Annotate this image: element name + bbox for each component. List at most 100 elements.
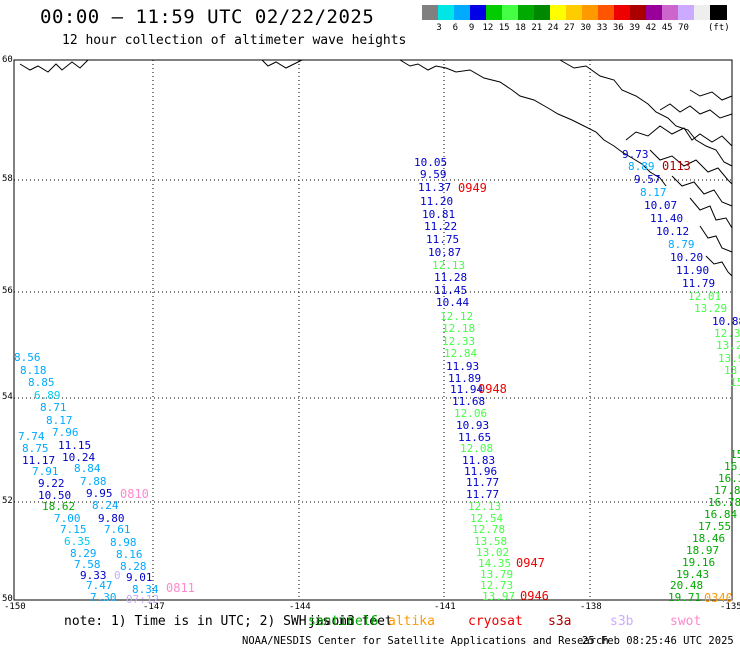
coastline-islands-e [699, 225, 733, 253]
wave-height-label: 8.56 [14, 351, 41, 364]
wave-height-label: 8.18 [20, 364, 47, 377]
wave-height-label: 20.48 [670, 579, 704, 592]
wave-height-label: 11.28 [434, 271, 468, 284]
lon-tick-label: -138 [580, 602, 602, 612]
wave-height-label: 7.00 [54, 512, 81, 525]
wave-height-label: 13 [724, 364, 738, 377]
wave-height-label: 19.43 [676, 568, 710, 581]
legend-swatch [694, 5, 711, 20]
legend-swatch [534, 5, 551, 20]
wave-height-label: 7.74 [18, 430, 45, 443]
legend-swatch [422, 5, 439, 20]
legend-swatch [566, 5, 583, 20]
wave-height-label: 12.84 [444, 347, 478, 360]
credit-line: NOAA/NESDIS Center for Satellite Applica… [242, 635, 609, 647]
pass-time-label: 0949 [458, 181, 487, 195]
legend-swatch [454, 5, 471, 20]
wave-height-label: 11.96 [464, 465, 498, 478]
wave-height-label: 11.20 [420, 195, 454, 208]
wave-height-label: 11.93 [446, 360, 480, 373]
legend-label: 70 [678, 23, 689, 33]
legend-label: 30 [580, 23, 592, 33]
satellite-name: altika [388, 614, 435, 629]
wave-height-label: 10.44 [436, 296, 470, 309]
coastline-north [689, 89, 733, 101]
legend-label: 42 [645, 23, 657, 33]
wave-height-label: 11.68 [452, 395, 486, 408]
wave-height-label: 0 [114, 569, 121, 582]
legend-label: 39 [629, 23, 641, 33]
legend-swatch [614, 5, 631, 20]
wave-height-label: 7.47 [86, 579, 113, 592]
wave-height-label: 11.94 [450, 383, 484, 396]
wave-height-label: 12.78 [472, 523, 506, 536]
wave-height-label: 11.17 [22, 454, 56, 467]
legend-label: 6 [452, 23, 458, 33]
wave-height-label: 9.59 [420, 168, 447, 181]
wave-height-label: 12.13 [468, 500, 502, 513]
wave-height-label: 8.17 [46, 414, 73, 427]
pass-time-label: 0948 [478, 382, 507, 396]
legend-swatch [502, 5, 519, 20]
wave-height-label: 11.45 [434, 284, 468, 297]
pass-time-label: 0947 [516, 556, 545, 570]
legend-swatch [710, 5, 727, 20]
satellite-name: swot [670, 614, 702, 629]
wave-height-label: 10.24 [62, 451, 96, 464]
lat-tick-label: 54 [2, 392, 13, 402]
wave-height-label: 10.12 [656, 225, 690, 238]
wave-height-label: 9.33 [80, 569, 107, 582]
wave-height-label: 9.80 [98, 512, 125, 525]
wave-height-label: 11.83 [462, 454, 496, 467]
wave-height-label: 9.01 [126, 571, 153, 584]
coastline-mainland [659, 103, 733, 119]
wave-height-label: 8.16 [116, 548, 143, 561]
coastline-kenai [19, 59, 89, 73]
wave-height-label: 10.87 [428, 246, 462, 259]
wave-height-label: 7.30 [90, 591, 117, 604]
legend-label: 36 [612, 23, 624, 33]
coastline-prince-william [261, 59, 303, 69]
wave-height-label: 8.75 [22, 442, 49, 455]
wave-height-label: 8.79 [668, 238, 695, 251]
lon-tick-label: -147 [143, 602, 165, 612]
satellite-name: s3b [610, 614, 634, 629]
legend-swatch [470, 5, 487, 20]
map-border [13, 59, 733, 601]
wave-height-label: 12.12 [440, 310, 474, 323]
wave-height-label: 6.35 [64, 535, 91, 548]
wave-height-label: 7.88 [80, 475, 107, 488]
legend-label: 18 [515, 23, 526, 33]
wave-height-label: 7.15 [60, 523, 87, 536]
coastline-panhandle [559, 59, 733, 167]
legend-swatch [550, 5, 567, 20]
wave-height-label: 10.50 [38, 489, 72, 502]
wave-height-label: 12.73 [480, 579, 514, 592]
satellite-name: cryosat [468, 614, 523, 629]
pass-time-label: 0340 [704, 591, 733, 605]
legend-label: 9 [468, 23, 475, 33]
wave-height-label: 11.77 [466, 476, 500, 489]
wave-height-label: 10.20 [670, 251, 704, 264]
legend-label: 24 [547, 23, 559, 33]
legend-swatch [438, 5, 455, 20]
satellite-name: s3a [548, 614, 572, 629]
coastline-islands-b [649, 149, 733, 185]
wave-height-label: 9.22 [38, 477, 65, 490]
wave-height-label: 12.18 [442, 322, 476, 335]
wave-height-label: 8.85 [28, 376, 55, 389]
wave-height-label: 10.81 [422, 208, 456, 221]
wave-height-label: 19.16 [682, 556, 716, 569]
legend-label: 27 [563, 23, 575, 33]
lat-tick-label: 60 [2, 55, 13, 65]
wave-height-label: 13.02 [476, 546, 510, 559]
wave-height-label: 18.46 [692, 532, 726, 545]
coastline-islands-f [705, 255, 733, 277]
coastline-gulf [399, 59, 667, 187]
wave-height-label: 9.95 [86, 487, 113, 500]
wave-height-label: 12.54 [470, 512, 504, 525]
wave-height-label: 13.79 [480, 568, 514, 581]
wave-height-label: 13.58 [474, 535, 508, 548]
